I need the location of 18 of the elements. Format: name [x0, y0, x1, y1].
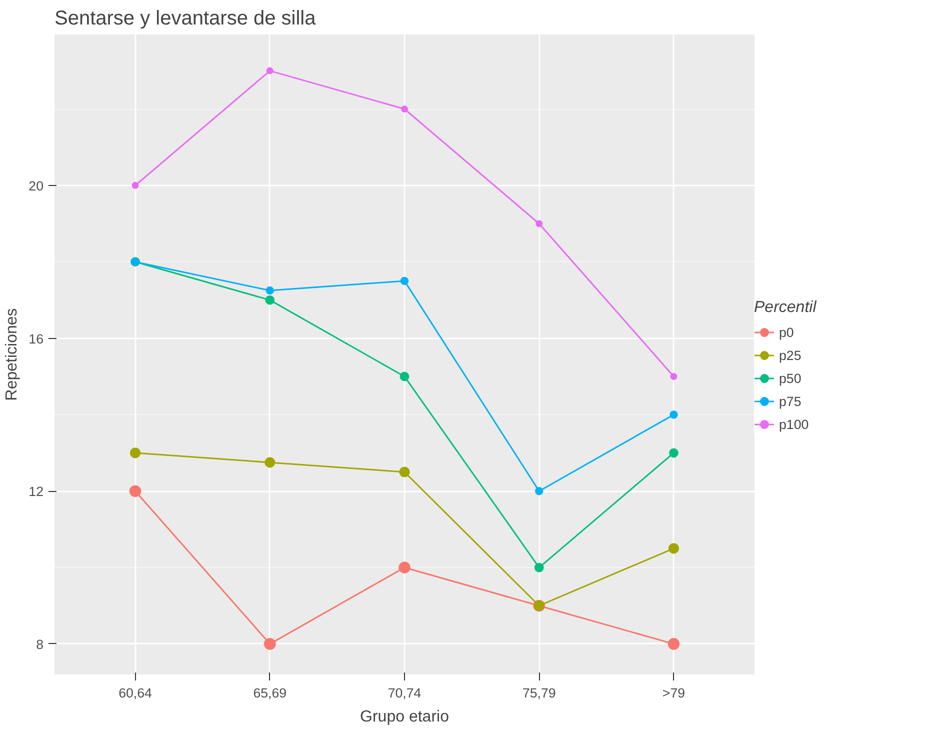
legend-label: p50: [779, 370, 802, 386]
x-axis-title: Grupo etario: [360, 708, 450, 726]
legend-label: p75: [779, 394, 802, 408]
x-tick-label: >79: [662, 686, 686, 700]
y-tick-label: 12: [28, 484, 44, 500]
x-tick-label: 75,79: [522, 686, 556, 700]
x-tick-label: 60,64: [118, 686, 153, 700]
chart-title: Sentarse y levantarse de silla: [54, 8, 317, 30]
x-tick-label: 65,69: [253, 686, 287, 700]
legend-label: p0: [779, 324, 795, 340]
y-tick-label: 8: [36, 636, 44, 652]
legend-label: p25: [779, 348, 802, 362]
x-tick-label: 70,74: [388, 686, 422, 700]
y-tick-label: 20: [28, 178, 44, 194]
legend-title: Percentil: [754, 299, 816, 317]
y-axis-title: Repeticiones: [4, 308, 21, 401]
y-tick-label: 16: [28, 331, 44, 346]
legend-label: p100: [779, 416, 809, 432]
